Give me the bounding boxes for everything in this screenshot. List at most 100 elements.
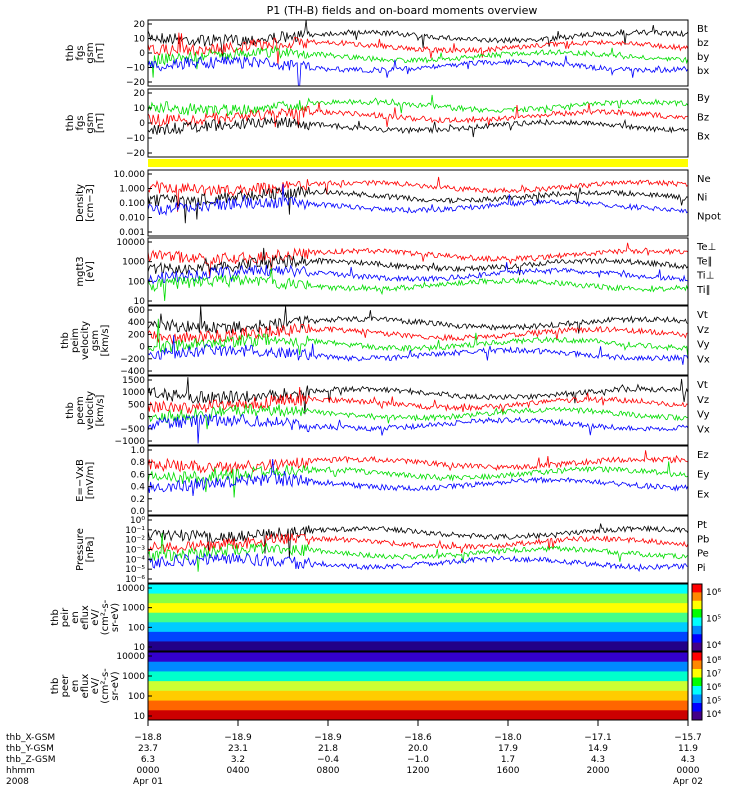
- ylabel-line: gsm: [90, 330, 101, 351]
- ylabel-line: eV/: [90, 677, 101, 694]
- ytick-label: −10: [126, 134, 145, 144]
- legend-entry: Vt: [697, 380, 708, 391]
- colorbar-swatch: [692, 609, 702, 618]
- legend-entry: Ne: [697, 174, 711, 185]
- ylabel-line: en: [70, 611, 81, 624]
- panel-7: 1.0 0.8 0.6 0.4 0.2 0.0 E=−VxB [mV/m] Ez Ey Ex: [75, 445, 709, 517]
- legend-entry: bx: [697, 66, 709, 77]
- ytick-label: 100: [128, 623, 145, 633]
- ytick-label: 10000: [116, 584, 145, 594]
- series-line-Te⊥: [147, 242, 689, 278]
- ylabel-line: eflux: [80, 605, 91, 630]
- ytick-label: 0.010: [119, 214, 145, 224]
- series-line-Bx: [147, 116, 689, 138]
- series-line-by: [147, 44, 689, 78]
- ytick-label: 10000: [116, 238, 145, 248]
- ylabel: E=−VxB [mV/m]: [75, 459, 96, 502]
- ylabel-line: sr-eV): [110, 671, 121, 700]
- flag-bar: [148, 159, 688, 167]
- xtick-label: −18.9: [314, 733, 342, 743]
- xtick-label: −18.8: [134, 733, 162, 743]
- ylabel-line: gsm: [85, 112, 96, 133]
- ytick-label: 1.000: [119, 185, 145, 195]
- ylabel: mgtt3 [eV]: [75, 256, 96, 286]
- ytick-label: −1000: [115, 437, 146, 447]
- ylabel-line: mgtt3: [75, 256, 86, 286]
- xtick-label: 0000: [137, 766, 160, 776]
- series-line-Pi: [147, 552, 689, 572]
- xtick-label: 3.2: [231, 755, 245, 765]
- panel-9: 10⁶ 10⁵ 10⁴ 10000 1000 100 10 thb peir en eflux eV/…: [50, 583, 721, 653]
- colorbar-swatch: [692, 694, 702, 704]
- ylabel: Pressure [nPa]: [75, 528, 96, 571]
- ylabel-line: thb: [50, 678, 61, 695]
- xtick-label: −18.9: [224, 733, 252, 743]
- ylabel: thb peem velocity [km/s]: [65, 391, 106, 430]
- colorbar-tick: 10⁴: [706, 641, 721, 651]
- ylabel-line: en: [70, 680, 81, 693]
- ytick-label: −10: [126, 64, 145, 74]
- legend-entry: Bx: [697, 132, 710, 143]
- series-line-Ex: [147, 458, 689, 497]
- spectrogram-band: [148, 584, 688, 595]
- ytick-label: 10⁰: [130, 516, 145, 526]
- ytick-label: 0: [139, 413, 145, 423]
- colorbar-tick: 10⁵: [706, 697, 721, 707]
- panel-frame: [147, 375, 689, 446]
- panel-2: 20 10 0 −10 −20 thb fgs gsm [nT] By Bz Bx: [65, 88, 710, 159]
- series-line-Vy: [147, 318, 689, 359]
- ylabel-line: eV/: [90, 609, 101, 626]
- colorbar-swatch: [692, 652, 702, 661]
- colorbar-swatch: [692, 634, 702, 644]
- xtick-label: 0800: [317, 766, 340, 776]
- legend-entry: Vy: [697, 340, 710, 351]
- panel-3: 10.000 1.000 0.100 0.010 0.001 Density [cm−3] N…: [75, 169, 721, 238]
- series-line-Bz: [147, 102, 689, 129]
- ylabel-line: thb: [50, 609, 61, 626]
- ylabel-line: [nPa]: [85, 536, 96, 562]
- legend-entry: Vz: [697, 325, 709, 336]
- ytick-label: 0.0: [131, 507, 146, 517]
- ytick-label: 1000: [122, 604, 145, 614]
- legend-entry: bz: [697, 38, 709, 49]
- series-line-Vx: [147, 413, 689, 444]
- panel-frame: [147, 237, 689, 306]
- spectrogram-band: [148, 710, 688, 721]
- series-line-Vz: [147, 322, 689, 345]
- legend-entry: Ti⊥: [696, 271, 714, 282]
- ytick-label: −400: [120, 367, 145, 377]
- ylabel-line: thb: [65, 402, 76, 419]
- colorbar-tick: 10⁶: [706, 683, 721, 693]
- ytick-label: 0.2: [131, 495, 145, 505]
- colorbar-swatch: [692, 686, 702, 695]
- spectrogram-band: [148, 593, 688, 604]
- spectrogram-band: [148, 631, 688, 642]
- ylabel-line: [eV]: [85, 261, 96, 282]
- ytick-label: 10⁻²: [125, 536, 145, 546]
- xtick-label: 11.9: [678, 744, 698, 754]
- ylabel-line: [mV/m]: [85, 462, 96, 500]
- ylabel-line: fgs: [75, 115, 86, 130]
- ytick-label: 0: [139, 343, 145, 353]
- legend-entry: Bz: [697, 112, 709, 123]
- ytick-label: 0.6: [131, 470, 146, 480]
- ytick-label: 100: [128, 277, 145, 287]
- ylabel-line: thb: [60, 332, 71, 349]
- series-line-Bt: [147, 19, 689, 60]
- xtick-label: 23.1: [228, 744, 248, 754]
- panel-frame: [147, 19, 689, 87]
- spectrogram-band: [148, 612, 688, 623]
- ylabel-line: peir: [60, 607, 71, 627]
- ytick-label: −500: [120, 425, 145, 435]
- ylabel-line: peer: [60, 674, 71, 698]
- colorbar-frame: [691, 651, 703, 721]
- xtick-label: 4.3: [681, 755, 695, 765]
- ylabel-line: eflux: [80, 674, 91, 699]
- ylabel: Density [cm−3]: [75, 184, 96, 222]
- ylabel-line: E=−VxB: [75, 459, 86, 502]
- series-line-bz: [147, 32, 689, 66]
- panel-6: 1500 1000 500 0 −500 −1000 thb peem velocity [km/…: [65, 375, 710, 447]
- ytick-label: 0.001: [119, 228, 145, 238]
- xtick-label: −17.1: [584, 733, 612, 743]
